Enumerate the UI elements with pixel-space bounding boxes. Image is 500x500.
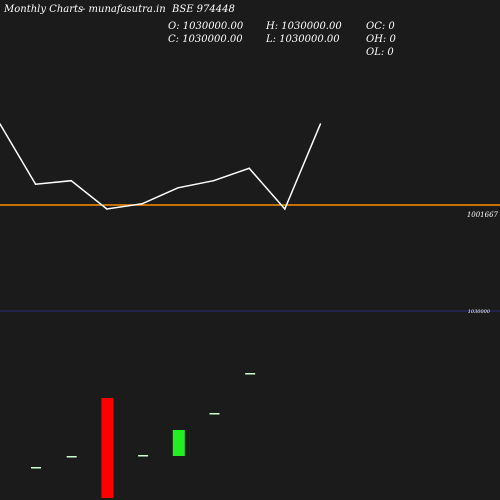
price-point-2 [70,179,72,182]
bar-4 [172,430,185,456]
price-point-8 [284,208,286,210]
price-point-5 [177,186,179,189]
price-line-layer [0,123,322,211]
price-point-7 [248,167,250,170]
volume-bar-layer [31,373,256,498]
price-point-3 [106,208,108,210]
price-point-4 [141,202,144,205]
oh-value: OH: 0 [366,34,396,45]
bar-5 [209,413,220,415]
source-label: - munafasutra.in [82,4,166,15]
price-point-9 [319,123,322,125]
reference-line-label: 1001667 [467,211,499,219]
price-point-0 [0,123,1,125]
price-point-1 [34,183,37,186]
price-line [0,123,322,211]
oc-value: OC: 0 [366,21,395,32]
bar-0 [31,467,41,469]
chart-period-label: Monthly Charts [4,4,84,15]
bar-1 [66,456,77,458]
open-value: O: 1030000.00 [168,21,244,32]
high-value: H: 1030000.00 [266,21,342,32]
price-point-6 [212,179,215,182]
low-value: L: 1030000.00 [266,34,340,45]
bar-2 [101,398,114,498]
bar-3 [138,455,149,457]
close-value: C: 1030000.00 [168,34,243,45]
lower-level-label: 1030000 [468,309,491,315]
bar-6 [245,373,256,375]
ol-value: OL: 0 [366,47,394,58]
symbol-label: BSE 974448 [172,4,235,15]
